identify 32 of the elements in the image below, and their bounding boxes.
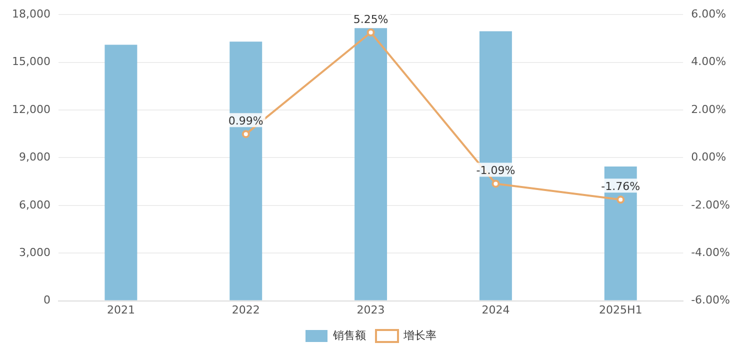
- y-tick-label: 0: [43, 294, 50, 307]
- data-label: -1.76%: [601, 180, 640, 194]
- legend-label: 增长率: [402, 328, 436, 342]
- y2-tick-label: 0.00%: [691, 150, 726, 164]
- point: [616, 196, 625, 204]
- x-tick-label: 2023: [356, 303, 385, 316]
- point: [366, 28, 375, 36]
- y-tick-label: 18,000: [12, 7, 50, 20]
- y-tick-label: 6,000: [18, 198, 50, 212]
- y2-tick-label: 6.00%: [691, 7, 726, 20]
- bar: [104, 44, 138, 300]
- data-label: 0.99%: [228, 114, 264, 128]
- point: [242, 130, 250, 138]
- x-tick-label: 2025H1: [598, 303, 642, 316]
- y-tick-label: 9,000: [18, 150, 50, 164]
- bar: [230, 42, 262, 300]
- y2-tick-label: -4.00%: [691, 246, 730, 259]
- data-label: 5.25%: [353, 12, 388, 26]
- bar: [354, 28, 388, 300]
- data-label: -1.09%: [476, 164, 516, 178]
- y2-tick-label: -2.00%: [691, 198, 730, 212]
- y-tick-label: 15,000: [12, 55, 50, 68]
- point: [492, 180, 500, 188]
- x-tick-label: 2021: [106, 303, 135, 316]
- y2-tick-label: 4.00%: [691, 55, 726, 68]
- y2-tick-label: 2.00%: [691, 102, 726, 116]
- y-tick-label: 12,000: [12, 102, 50, 116]
- y2-tick-label: -6.00%: [691, 294, 730, 307]
- y-tick-label: 3,000: [18, 246, 50, 259]
- x-tick-label: 2024: [482, 303, 510, 316]
- legend-label: 销售额: [332, 328, 366, 342]
- x-tick-label: 2022: [232, 303, 260, 316]
